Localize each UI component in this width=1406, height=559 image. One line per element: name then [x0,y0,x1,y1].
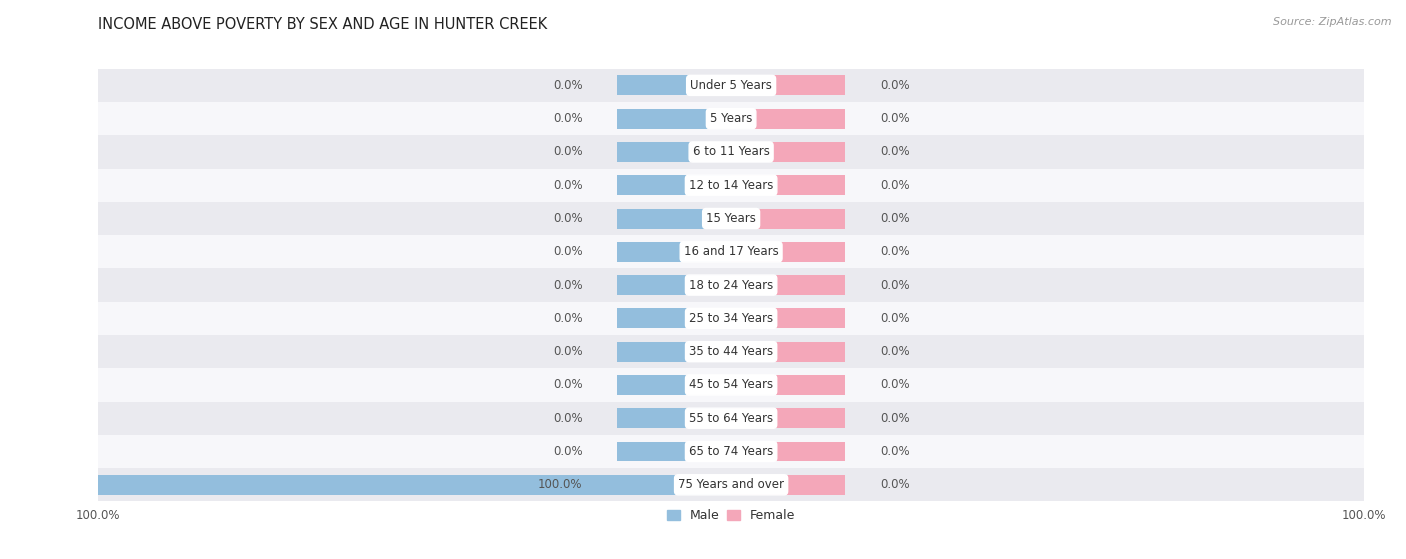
Text: 0.0%: 0.0% [553,212,582,225]
Legend: Male, Female: Male, Female [662,504,800,527]
Text: 25 to 34 Years: 25 to 34 Years [689,312,773,325]
Bar [731,242,845,262]
Text: 5 Years: 5 Years [710,112,752,125]
Text: 16 and 17 Years: 16 and 17 Years [683,245,779,258]
Bar [617,408,731,428]
Text: 0.0%: 0.0% [553,278,582,292]
Bar [617,108,731,129]
Text: 0.0%: 0.0% [880,345,910,358]
Text: 35 to 44 Years: 35 to 44 Years [689,345,773,358]
Text: 0.0%: 0.0% [553,378,582,391]
Bar [731,176,845,195]
Text: 0.0%: 0.0% [553,112,582,125]
Text: 45 to 54 Years: 45 to 54 Years [689,378,773,391]
Text: 0.0%: 0.0% [880,479,910,491]
Bar [617,209,731,229]
Text: INCOME ABOVE POVERTY BY SEX AND AGE IN HUNTER CREEK: INCOME ABOVE POVERTY BY SEX AND AGE IN H… [98,17,548,32]
Bar [617,176,731,195]
Bar [98,135,1364,169]
Bar [617,75,731,96]
Bar [98,102,1364,135]
Text: 0.0%: 0.0% [553,79,582,92]
Bar [98,475,731,495]
Text: 75 Years and over: 75 Years and over [678,479,785,491]
Bar [98,435,1364,468]
Bar [731,309,845,328]
Text: 0.0%: 0.0% [880,79,910,92]
Text: 0.0%: 0.0% [553,245,582,258]
Bar [617,442,731,462]
Bar [98,235,1364,268]
Bar [98,169,1364,202]
Bar [98,401,1364,435]
Bar [617,342,731,362]
Bar [617,275,731,295]
Bar [617,309,731,328]
Bar [731,442,845,462]
Text: 55 to 64 Years: 55 to 64 Years [689,412,773,425]
Text: 100.0%: 100.0% [538,479,582,491]
Text: 0.0%: 0.0% [880,278,910,292]
Text: 0.0%: 0.0% [553,445,582,458]
Bar [98,302,1364,335]
Text: 0.0%: 0.0% [880,412,910,425]
Text: 0.0%: 0.0% [880,445,910,458]
Text: 0.0%: 0.0% [880,212,910,225]
Bar [731,142,845,162]
Bar [731,342,845,362]
Text: 0.0%: 0.0% [553,179,582,192]
Text: 0.0%: 0.0% [553,345,582,358]
Bar [98,468,1364,501]
Text: 0.0%: 0.0% [880,312,910,325]
Text: 0.0%: 0.0% [553,412,582,425]
Bar [731,408,845,428]
Text: 6 to 11 Years: 6 to 11 Years [693,145,769,158]
Bar [98,335,1364,368]
Bar [731,375,845,395]
Text: 0.0%: 0.0% [880,145,910,158]
Text: 0.0%: 0.0% [553,312,582,325]
Text: 0.0%: 0.0% [880,112,910,125]
Text: 0.0%: 0.0% [880,378,910,391]
Bar [617,142,731,162]
Bar [617,375,731,395]
Text: Source: ZipAtlas.com: Source: ZipAtlas.com [1274,17,1392,27]
Text: 15 Years: 15 Years [706,212,756,225]
Text: 18 to 24 Years: 18 to 24 Years [689,278,773,292]
Bar [731,108,845,129]
Bar [731,475,845,495]
Bar [617,242,731,262]
Text: 12 to 14 Years: 12 to 14 Years [689,179,773,192]
Bar [98,268,1364,302]
Text: 0.0%: 0.0% [880,245,910,258]
Text: 65 to 74 Years: 65 to 74 Years [689,445,773,458]
Bar [731,209,845,229]
Text: 0.0%: 0.0% [880,179,910,192]
Bar [98,368,1364,401]
Bar [731,275,845,295]
Text: 0.0%: 0.0% [553,145,582,158]
Bar [98,69,1364,102]
Bar [731,75,845,96]
Text: Under 5 Years: Under 5 Years [690,79,772,92]
Bar [98,202,1364,235]
